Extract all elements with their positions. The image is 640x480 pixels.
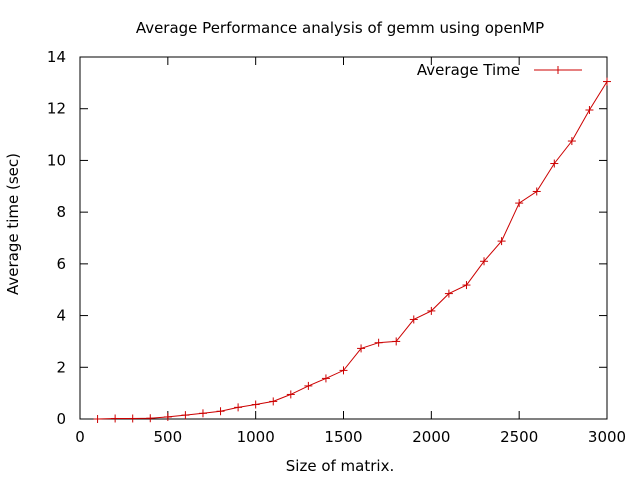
y-axis-label: Average time (sec) [4,153,22,295]
data-point-marker [286,390,295,399]
chart-title: Average Performance analysis of gemm usi… [136,19,544,37]
y-tick-label: 0 [56,410,66,428]
data-point-marker [480,257,489,266]
data-point-marker [392,337,401,346]
data-point-marker [515,199,524,208]
data-point-marker [269,397,278,406]
data-point-marker [532,187,541,196]
series-line [97,81,608,420]
x-tick-label: 2000 [412,428,450,446]
y-tick-label: 14 [47,48,66,66]
data-point-marker [339,366,348,375]
y-tick-label: 2 [56,358,66,376]
data-point-marker [444,289,453,298]
x-tick-label: 1000 [237,428,275,446]
data-point-marker [146,414,155,423]
y-tick-label: 10 [47,151,66,169]
data-point-marker [357,344,366,353]
y-tick-label: 8 [56,203,66,221]
x-tick-label: 2500 [500,428,538,446]
data-point-marker [550,159,559,168]
data-point-marker [163,412,172,421]
legend-marker [554,66,562,74]
x-axis: 0 500 1000 1500 2000 2500 3000 [75,57,626,446]
data-point-marker [128,414,137,423]
data-point-marker [234,403,243,412]
x-tick-label: 500 [154,428,183,446]
data-point-marker [181,411,190,420]
plot-area-frame [79,56,608,420]
data-point-marker [216,407,225,416]
data-point-marker [409,315,418,324]
data-point-marker [111,414,120,423]
y-tick-label: 4 [56,307,66,325]
data-point-marker [567,137,576,146]
data-point-marker [374,338,383,347]
y-tick-label: 12 [47,100,66,118]
legend: Average Time [417,61,582,79]
data-point-marker [251,400,260,409]
x-axis-label: Size of matrix. [286,457,394,475]
legend-label: Average Time [417,61,520,79]
y-tick-label: 6 [56,255,66,273]
data-point-marker [585,106,594,115]
x-tick-label: 1500 [324,428,362,446]
series-layer [93,77,611,423]
data-point-marker [462,281,471,290]
data-point-marker [497,237,506,246]
data-point-marker [321,374,330,383]
data-point-marker [198,409,207,418]
data-point-marker [427,306,436,315]
x-tick-label: 3000 [588,428,626,446]
y-axis: 0 2 4 6 8 10 12 14 [47,48,607,428]
x-tick-label: 0 [75,428,85,446]
data-point-marker [93,415,102,423]
data-point-marker [603,77,611,86]
data-point-marker [304,381,313,390]
